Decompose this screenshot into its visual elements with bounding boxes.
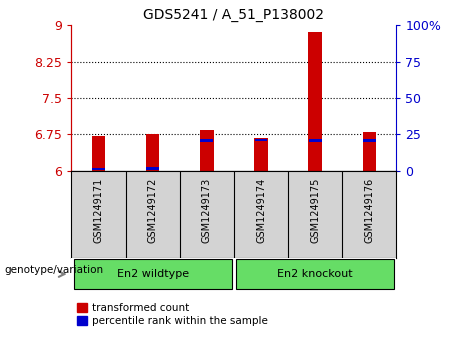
Bar: [309, 139, 322, 142]
Bar: [254, 138, 268, 171]
Bar: [201, 139, 213, 142]
Bar: [74, 259, 232, 289]
Legend: transformed count, percentile rank within the sample: transformed count, percentile rank withi…: [77, 303, 268, 326]
Text: GSM1249172: GSM1249172: [148, 178, 158, 243]
Bar: [92, 168, 105, 171]
Text: GSM1249176: GSM1249176: [364, 178, 374, 243]
Text: GSM1249175: GSM1249175: [310, 178, 320, 243]
Text: En2 wildtype: En2 wildtype: [117, 269, 189, 279]
Bar: [254, 139, 267, 142]
Bar: [92, 136, 105, 171]
Bar: [308, 32, 322, 171]
Bar: [363, 139, 376, 142]
Bar: [236, 259, 394, 289]
Title: GDS5241 / A_51_P138002: GDS5241 / A_51_P138002: [143, 8, 325, 22]
Bar: [363, 132, 376, 171]
Text: En2 knockout: En2 knockout: [278, 269, 353, 279]
Text: GSM1249171: GSM1249171: [94, 178, 104, 243]
Bar: [200, 130, 213, 171]
Text: GSM1249173: GSM1249173: [202, 178, 212, 243]
Bar: [146, 134, 160, 171]
Bar: [146, 167, 159, 170]
Text: GSM1249174: GSM1249174: [256, 178, 266, 243]
Text: genotype/variation: genotype/variation: [5, 265, 104, 276]
